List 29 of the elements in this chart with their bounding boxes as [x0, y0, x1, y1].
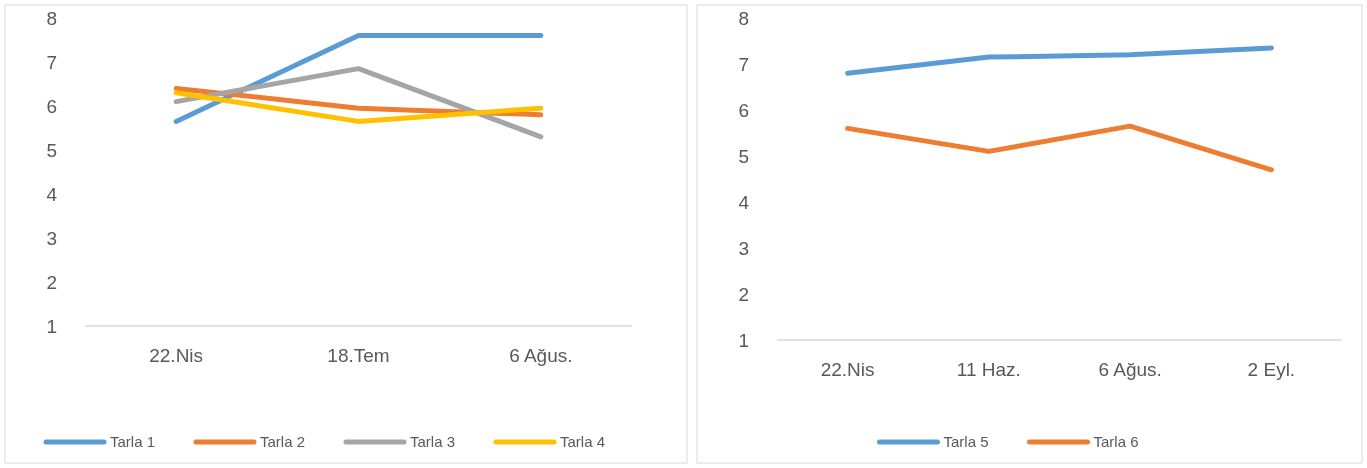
legend-label: Tarla 5 [943, 433, 989, 451]
y-tick-label: 4 [46, 183, 58, 205]
legend-label: Tarla 6 [1093, 433, 1139, 451]
x-tick-label: 2 Eyl. [1247, 359, 1296, 380]
y-tick-label: 2 [738, 283, 749, 305]
y-tick-label: 8 [738, 7, 749, 29]
x-tick-label: 6 Ağus. [509, 345, 573, 366]
x-tick-label: 18.Tem [327, 345, 390, 366]
y-tick-label: 3 [738, 237, 749, 259]
legend-label: Tarla 2 [260, 433, 306, 451]
y-tick-label: 5 [46, 139, 57, 161]
y-tick-label: 7 [738, 53, 749, 75]
y-tick-label: 6 [738, 99, 749, 121]
legend-label: Tarla 1 [110, 433, 156, 451]
y-tick-label: 3 [46, 227, 57, 249]
y-tick-label: 7 [46, 51, 57, 73]
y-tick-label: 2 [46, 271, 57, 293]
y-tick-label: 8 [46, 7, 57, 29]
y-tick-label: 1 [46, 315, 57, 337]
y-tick-label: 5 [738, 145, 749, 167]
y-tick-label: 4 [738, 191, 750, 213]
x-tick-label: 22.Nis [149, 345, 204, 366]
x-tick-label: 22.Nis [820, 359, 875, 380]
y-tick-label: 6 [46, 95, 57, 117]
x-tick-label: 6 Ağus. [1098, 359, 1162, 380]
x-tick-label: 11 Haz. [956, 359, 1021, 380]
legend-label: Tarla 4 [560, 433, 606, 451]
legend-label: Tarla 3 [410, 433, 456, 451]
y-tick-label: 1 [738, 329, 749, 351]
